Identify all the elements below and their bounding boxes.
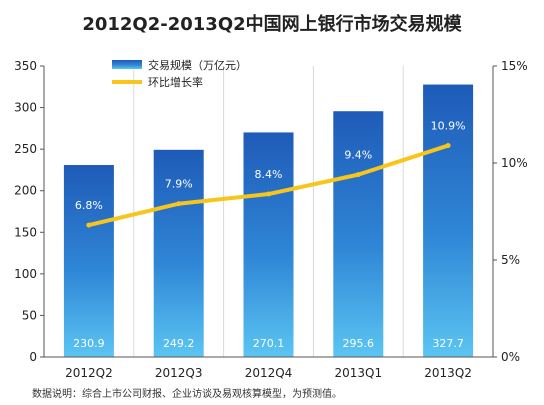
x-tick-label: 2013Q1 [334, 366, 382, 380]
x-tick-label: 2012Q3 [155, 366, 203, 380]
growth-rate-point [445, 143, 451, 149]
growth-rate-label: 10.9% [431, 120, 466, 133]
bar-value-label: 230.9 [73, 337, 105, 350]
y-left-tick-label: 250 [14, 142, 37, 156]
y-right-tick-label: 5% [501, 253, 520, 267]
bar-2012Q2 [63, 165, 114, 357]
grid [133, 66, 404, 357]
bar-value-label: 270.1 [253, 337, 285, 350]
growth-rate-label: 9.4% [344, 149, 372, 162]
y-right-tick-label: 0% [501, 350, 520, 364]
bar-value-label: 249.2 [163, 337, 195, 350]
growth-rate-point [355, 172, 361, 178]
growth-rate-label: 7.9% [165, 178, 193, 191]
y-left-tick-label: 100 [14, 267, 37, 281]
data-note: 数据说明：综合上市公司财报、企业访谈及易观核算模型，为预测值。 [32, 387, 342, 400]
y-left-tick-label: 300 [14, 101, 37, 115]
y-left-tick-label: 350 [14, 59, 37, 73]
growth-rate-label: 8.4% [255, 168, 283, 181]
x-tick-label: 2013Q2 [424, 366, 472, 380]
legend-label-bar: 交易规模（万亿元） [148, 58, 247, 72]
chart-title: 2012Q2-2013Q2中国网上银行市场交易规模 [82, 13, 462, 35]
bar-series [63, 84, 474, 358]
bar-2012Q3 [153, 149, 204, 357]
axes: 0 50 100 150 200 250 300 350 0% 5% 10% 15% 2012Q2 201… [14, 59, 528, 380]
legend-swatch-bar [112, 60, 142, 69]
legend-label-line: 环比增长率 [148, 75, 203, 89]
bar-2013Q1 [333, 111, 384, 358]
line-series [86, 143, 451, 228]
y-right-tick-label: 15% [501, 59, 528, 73]
y-left-tick-label: 200 [14, 184, 37, 198]
growth-rate-point [266, 191, 271, 197]
y-left-tick-label: 150 [14, 225, 37, 239]
data-labels: 230.9 249.2 270.1 295.6 327.7 6.8% 7.9% 8.4% 9.4… [73, 120, 465, 350]
growth-rate-point [86, 222, 92, 228]
growth-rate-label: 6.8% [75, 199, 103, 212]
x-tick-label: 2012Q2 [65, 366, 113, 380]
y-right-tick-label: 10% [501, 156, 528, 170]
growth-rate-point [176, 201, 182, 207]
y-left-tick-label: 50 [22, 308, 37, 322]
bar-2013Q2 [423, 84, 474, 357]
x-tick-label: 2012Q4 [245, 366, 293, 380]
legend: 交易规模（万亿元） 环比增长率 [112, 58, 247, 89]
bar-value-label: 327.7 [432, 337, 464, 350]
bar-2012Q4 [243, 132, 294, 357]
y-left-tick-label: 0 [29, 350, 37, 364]
bar-value-label: 295.6 [343, 337, 375, 350]
